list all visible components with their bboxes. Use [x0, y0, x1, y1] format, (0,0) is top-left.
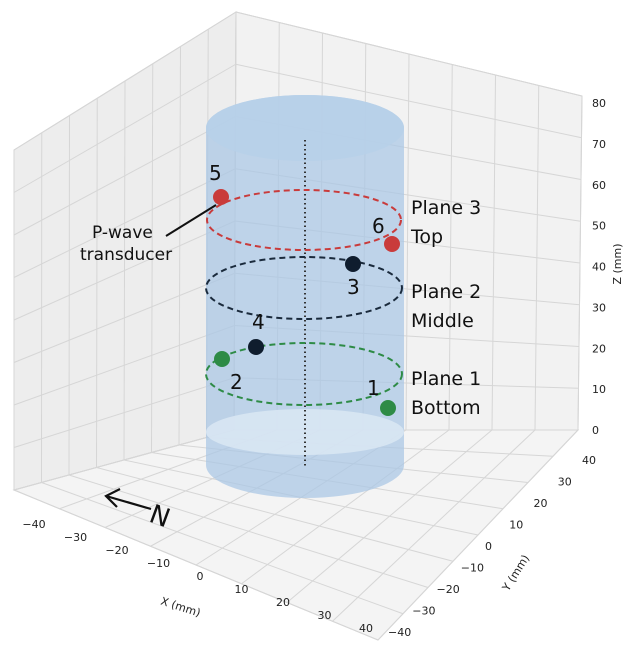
- y-tick-label: −40: [388, 626, 411, 639]
- sensor-point-6: [384, 236, 400, 252]
- y-tick-label: −10: [461, 562, 484, 575]
- sensor-point-1: [380, 400, 396, 416]
- plane-2-label-line2: Middle: [411, 310, 474, 332]
- cylinder-top-cap: [206, 95, 404, 161]
- sensor-label-2: 2: [230, 370, 243, 394]
- x-tick-label: −30: [64, 531, 87, 544]
- y-tick-label: −20: [437, 583, 460, 596]
- z-tick-label: 40: [592, 261, 606, 274]
- sensor-point-2: [214, 351, 230, 367]
- sensor-point-4: [248, 339, 264, 355]
- x-tick-label: −40: [22, 518, 45, 531]
- x-axis-label: X (mm): [159, 595, 202, 620]
- y-tick-label: −30: [412, 605, 435, 618]
- y-tick-label: 30: [558, 476, 572, 489]
- sensor-label-6: 6: [372, 214, 385, 238]
- x-tick-label: 10: [235, 583, 249, 596]
- plane-2-label-line1: Plane 2: [411, 281, 481, 303]
- sensor-point-3: [345, 256, 361, 272]
- z-tick-label: 0: [592, 424, 599, 437]
- x-tick-label: 0: [197, 570, 204, 583]
- sensor-label-1: 1: [367, 376, 380, 400]
- y-axis-label: Y (mm): [499, 552, 532, 594]
- z-tick-label: 80: [592, 97, 606, 110]
- sensor-label-5: 5: [209, 161, 222, 185]
- z-axis-label: Z (mm): [611, 243, 624, 284]
- z-tick-label: 10: [592, 383, 606, 396]
- y-tick-label: 10: [509, 519, 523, 532]
- plane-1-label-line1: Plane 1: [411, 368, 481, 390]
- z-tick-label: 70: [592, 138, 606, 151]
- z-axis-ticks: 0 10 20 30 40 50 60 70 80: [592, 97, 606, 437]
- x-tick-label: −10: [147, 557, 170, 570]
- y-tick-label: 20: [534, 497, 548, 510]
- z-tick-label: 50: [592, 220, 606, 233]
- sensor-point-5: [213, 189, 229, 205]
- x-tick-label: 40: [359, 622, 373, 635]
- sensor-label-4: 4: [252, 310, 265, 334]
- annotation-line1: P-wave: [92, 223, 153, 243]
- y-tick-label: 40: [582, 454, 596, 467]
- x-tick-label: 30: [318, 609, 332, 622]
- z-tick-label: 60: [592, 179, 606, 192]
- y-tick-label: 0: [485, 540, 492, 553]
- annotation-line2: transducer: [80, 245, 172, 265]
- x-tick-label: 20: [276, 596, 290, 609]
- z-tick-label: 20: [592, 342, 606, 355]
- x-tick-label: −20: [105, 544, 128, 557]
- z-tick-label: 30: [592, 301, 606, 314]
- plane-3-label-line2: Top: [410, 226, 443, 248]
- sensor-label-3: 3: [347, 275, 360, 299]
- plane-1-label-line2: Bottom: [411, 397, 481, 419]
- plane-3-label-line1: Plane 3: [411, 197, 481, 219]
